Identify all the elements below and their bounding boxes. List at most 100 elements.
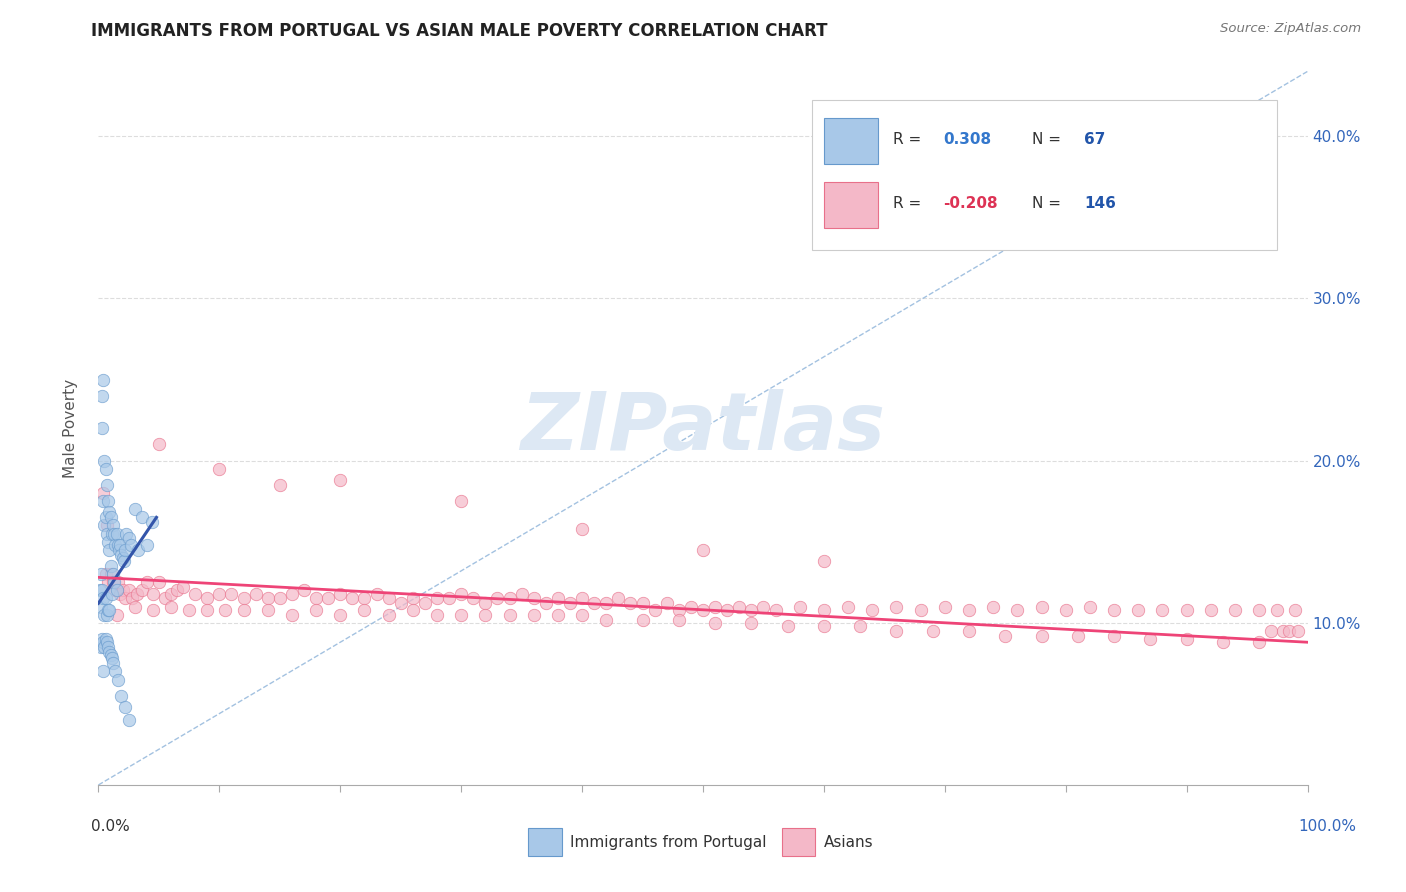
Point — [1286, 624, 1309, 638]
Point — [98, 506, 121, 520]
Point — [256, 591, 278, 606]
Point — [463, 591, 485, 606]
Point — [329, 473, 352, 487]
Point — [195, 591, 218, 606]
Point — [100, 586, 122, 600]
Point — [571, 522, 593, 536]
Point — [1249, 603, 1271, 617]
Point — [1139, 632, 1161, 646]
Point — [97, 603, 120, 617]
Point — [112, 554, 135, 568]
Point — [957, 603, 980, 617]
Point — [127, 586, 149, 600]
Point — [377, 607, 399, 622]
Point — [1212, 635, 1234, 649]
Point — [97, 534, 120, 549]
Point — [172, 580, 194, 594]
FancyBboxPatch shape — [811, 100, 1278, 250]
Point — [184, 586, 207, 600]
Point — [281, 607, 304, 622]
Text: 0.0%: 0.0% — [91, 819, 131, 834]
Point — [208, 586, 231, 600]
Point — [510, 586, 533, 600]
Point — [353, 603, 375, 617]
Text: 67: 67 — [1084, 132, 1105, 146]
Point — [1284, 603, 1306, 617]
Point — [474, 607, 496, 622]
Point — [957, 624, 980, 638]
Point — [94, 510, 117, 524]
Point — [292, 583, 315, 598]
Point — [96, 607, 118, 622]
Point — [124, 599, 146, 614]
Point — [740, 615, 762, 630]
Point — [121, 591, 143, 606]
Point — [91, 583, 114, 598]
Point — [214, 603, 236, 617]
Point — [108, 586, 131, 600]
Point — [100, 526, 122, 541]
Point — [1054, 603, 1077, 617]
Point — [104, 665, 127, 679]
Point — [91, 421, 114, 435]
Point — [90, 599, 112, 614]
Point — [118, 713, 141, 727]
Point — [269, 478, 291, 492]
Point — [619, 596, 641, 610]
Point — [91, 665, 114, 679]
Point — [1199, 603, 1222, 617]
Point — [93, 607, 115, 622]
Point — [305, 603, 328, 617]
Point — [100, 648, 122, 663]
Point — [101, 518, 124, 533]
Point — [595, 613, 617, 627]
Point — [105, 607, 128, 622]
Point — [166, 583, 188, 598]
Point — [91, 632, 114, 646]
Point — [208, 461, 231, 475]
Point — [107, 575, 129, 590]
Text: IMMIGRANTS FROM PORTUGAL VS ASIAN MALE POVERTY CORRELATION CHART: IMMIGRANTS FROM PORTUGAL VS ASIAN MALE P… — [91, 22, 828, 40]
Point — [655, 596, 678, 610]
Point — [910, 603, 932, 617]
Point — [135, 538, 157, 552]
Point — [571, 591, 593, 606]
Point — [94, 632, 117, 646]
Point — [486, 591, 509, 606]
Point — [1078, 599, 1101, 614]
Point — [558, 596, 581, 610]
Point — [269, 591, 291, 606]
Point — [849, 619, 872, 633]
Point — [97, 494, 120, 508]
Point — [1272, 624, 1295, 638]
Point — [93, 453, 115, 467]
Point — [1102, 603, 1125, 617]
Text: -0.208: -0.208 — [943, 196, 998, 211]
Point — [547, 607, 569, 622]
Point — [886, 599, 908, 614]
Point — [547, 591, 569, 606]
Point — [571, 607, 593, 622]
Point — [1267, 603, 1289, 617]
Point — [813, 619, 835, 633]
Point — [120, 538, 142, 552]
Point — [305, 591, 328, 606]
Point — [104, 583, 127, 598]
Point — [96, 518, 118, 533]
Point — [93, 640, 115, 654]
Point — [91, 494, 114, 508]
Point — [100, 559, 122, 574]
Point — [1031, 629, 1053, 643]
Point — [1152, 603, 1174, 617]
Point — [104, 538, 127, 552]
Point — [329, 586, 352, 600]
Point — [583, 596, 606, 610]
Point — [100, 567, 122, 582]
Point — [111, 583, 134, 598]
Point — [110, 689, 132, 703]
Point — [450, 586, 472, 600]
Point — [94, 591, 117, 606]
FancyBboxPatch shape — [824, 182, 879, 228]
Point — [153, 591, 176, 606]
Point — [1175, 632, 1198, 646]
